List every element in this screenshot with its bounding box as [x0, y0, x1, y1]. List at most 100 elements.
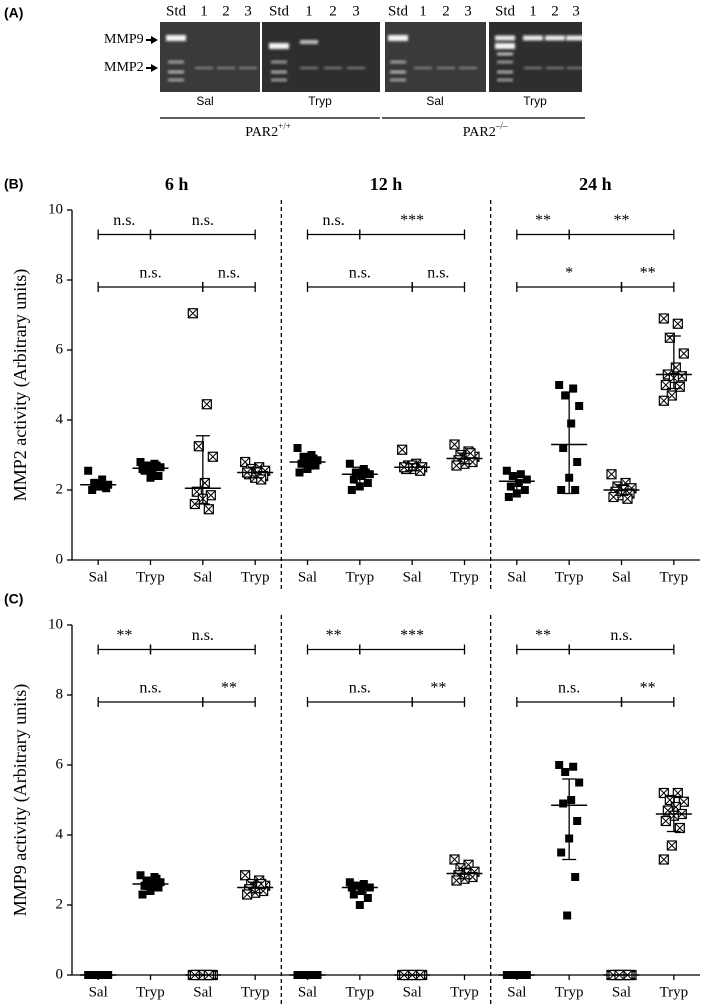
x-tick-label: Sal [89, 569, 108, 585]
gel-band [300, 40, 318, 44]
data-point [567, 419, 576, 428]
data-point [678, 348, 689, 359]
significance-label: n.s. [192, 212, 214, 229]
y-tick-label: 2 [56, 896, 64, 912]
gel-band [567, 66, 585, 70]
x-tick-label: Sal [403, 569, 422, 585]
comparison-bracket [202, 697, 256, 707]
gel-band [495, 35, 515, 41]
gel-band [168, 78, 184, 82]
data-point [349, 890, 358, 899]
x-tick-label: Tryp [450, 569, 479, 585]
data-point [563, 911, 572, 920]
condition-label: Tryp [523, 94, 547, 108]
arrow-head [151, 36, 158, 44]
data-point [522, 475, 531, 484]
lane-label: 1 [529, 3, 537, 19]
x-tick-label: Sal [89, 984, 108, 1000]
lane-label: Std [388, 3, 409, 19]
data-point [451, 460, 462, 471]
marker-cross [658, 854, 669, 865]
data-point [506, 482, 515, 491]
data-point [345, 878, 354, 887]
comparison-bracket [620, 697, 675, 707]
lane-label: 1 [419, 3, 427, 19]
y-tick-label: 8 [56, 686, 64, 702]
gel-band [300, 66, 318, 70]
data-point [520, 486, 529, 494]
lane-label: 1 [200, 3, 208, 19]
x-tick-label: Tryp [555, 984, 584, 1000]
data-point [297, 459, 306, 468]
genotype-name: PAR2 [245, 125, 278, 140]
marker-cross [608, 492, 619, 502]
gel-band [523, 35, 543, 41]
lane-label: 2 [222, 3, 230, 19]
significance-label: *** [400, 627, 424, 644]
y-tick-label: 4 [56, 411, 64, 427]
x-tick-label: Tryp [136, 984, 165, 1000]
x-tick-label: Sal [193, 569, 212, 585]
data-point [504, 493, 513, 501]
data-point [199, 477, 210, 489]
time-title: 12 h [370, 174, 403, 194]
data-point [557, 486, 566, 494]
marker-cross [449, 854, 460, 865]
marker-cross [203, 504, 214, 515]
data-point [351, 468, 360, 477]
data-point [569, 384, 578, 393]
marker-cross [678, 348, 689, 359]
gel-band [459, 66, 477, 70]
lane-label: Std [166, 3, 187, 19]
gel-band [168, 60, 184, 64]
data-point [256, 474, 267, 485]
marker-cross [201, 399, 212, 410]
data-point [575, 402, 584, 410]
data-point [187, 308, 198, 319]
comparison-bracket [97, 644, 152, 655]
condition-label: Tryp [308, 94, 332, 108]
marker-cross [189, 499, 200, 509]
data-point [573, 817, 582, 825]
data-point [672, 318, 683, 329]
x-tick-label: Sal [298, 569, 317, 585]
data-point [140, 881, 149, 890]
marker-cross [658, 313, 669, 324]
significance-label: n.s. [218, 265, 240, 282]
time-title: 6 h [165, 174, 189, 194]
x-tick-label: Sal [507, 984, 526, 1000]
marker-cross [199, 478, 210, 488]
gel-band [390, 60, 406, 64]
gel-band [269, 43, 289, 49]
data-point [606, 469, 617, 480]
data-point [561, 391, 570, 400]
data-point [449, 439, 460, 450]
y-tick-label: 8 [56, 271, 64, 287]
significance-label: n.s. [139, 265, 161, 282]
marker-cross [666, 840, 677, 851]
x-tick-label: Tryp [660, 984, 689, 1000]
significance-label: ** [640, 680, 656, 697]
gel-band [195, 66, 213, 70]
data-point [84, 466, 93, 475]
y-tick-label: 0 [56, 966, 64, 982]
data-point [559, 799, 568, 808]
lane-label: 3 [572, 3, 580, 19]
data-point [658, 313, 669, 324]
panel-label: (C) [4, 591, 23, 607]
data-point [293, 444, 302, 452]
x-tick-label: Sal [507, 569, 526, 585]
band-label: MMP9 [104, 32, 144, 47]
lane-label: 1 [305, 3, 313, 19]
gel-band [497, 52, 513, 56]
marker-cross [664, 332, 675, 343]
gel-band [495, 43, 515, 49]
data-point [561, 768, 570, 776]
comparison-bracket [149, 644, 256, 655]
marker-cross [672, 318, 683, 329]
lane-label: 3 [244, 3, 252, 19]
gel-band [347, 66, 365, 70]
data-point [240, 870, 251, 881]
gel-band [324, 66, 342, 70]
significance-label: *** [400, 212, 424, 229]
